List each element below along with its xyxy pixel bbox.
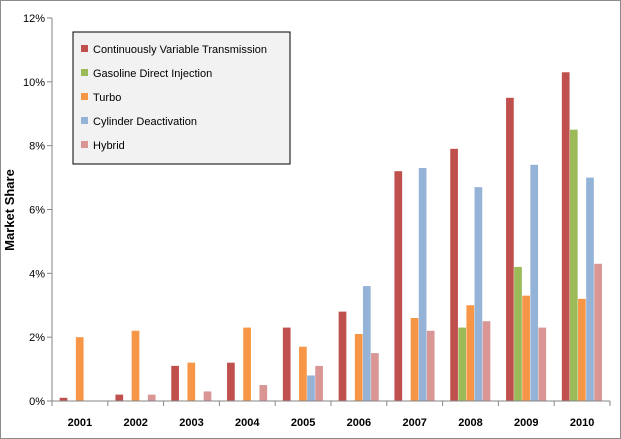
x-tick-label: 2009	[514, 417, 538, 429]
bar-hybrid-2007	[426, 330, 435, 401]
bar-cylinder-deactivation-2006	[362, 286, 371, 401]
x-tick-label: 2007	[402, 417, 426, 429]
legend-label: Cylinder Deactivation	[93, 116, 197, 128]
x-tick-label: 2004	[235, 417, 260, 429]
bar-continuously-variable-transmission-2005	[282, 327, 291, 401]
x-tick-label: 2006	[347, 417, 371, 429]
y-axis-label: Market Share	[2, 169, 17, 251]
bar-cylinder-deactivation-2010	[586, 177, 594, 401]
bar-continuously-variable-transmission-2004	[227, 362, 235, 401]
bar-cylinder-deactivation-2009	[530, 164, 539, 401]
y-tick-label: 12%	[23, 13, 45, 25]
legend-swatch	[81, 69, 88, 76]
y-tick-label: 6%	[29, 205, 45, 217]
y-tick-label: 0%	[29, 396, 45, 408]
x-tick-label: 2003	[179, 417, 203, 429]
bar-continuously-variable-transmission-2007	[394, 171, 403, 401]
bar-hybrid-2008	[482, 321, 491, 401]
bar-continuously-variable-transmission-2002	[115, 394, 124, 401]
legend-label: Gasoline Direct Injection	[93, 68, 212, 80]
bar-turbo-2007	[410, 318, 419, 401]
y-tick-label: 8%	[29, 141, 45, 153]
bar-gasoline-direct-injection-2009	[514, 266, 522, 401]
legend-swatch	[81, 117, 88, 124]
bar-continuously-variable-transmission-2008	[450, 148, 458, 401]
bar-turbo-2002	[131, 330, 140, 401]
y-tick-label: 2%	[29, 332, 45, 344]
legend-swatch	[81, 141, 88, 148]
bar-cylinder-deactivation-2008	[474, 187, 483, 401]
legend-swatch	[81, 93, 88, 100]
bar-continuously-variable-transmission-2010	[561, 72, 570, 401]
legend-swatch	[81, 45, 88, 52]
x-tick-label: 2002	[123, 417, 147, 429]
bar-continuously-variable-transmission-2001	[59, 397, 68, 401]
legend-label: Turbo	[93, 92, 121, 104]
y-ticks-group: 0% 2% 4% 6% 8% 10% 12%	[23, 13, 52, 408]
y-tick-label: 4%	[29, 268, 45, 280]
legend: Continuously Variable Transmission Gasoli…	[72, 31, 291, 165]
legend-box	[72, 31, 291, 165]
bar-turbo-2001	[75, 337, 84, 401]
x-tick-label: 2005	[291, 417, 315, 429]
bar-turbo-2008	[466, 305, 475, 401]
bar-cylinder-deactivation-2007	[418, 168, 427, 401]
legend-label: Continuously Variable Transmission	[93, 44, 267, 56]
x-tick-label: 2010	[570, 417, 594, 429]
bar-gasoline-direct-injection-2010	[569, 129, 578, 402]
bar-continuously-variable-transmission-2009	[506, 97, 514, 402]
bar-hybrid-2010	[594, 263, 602, 401]
bar-turbo-2010	[578, 298, 586, 401]
bar-turbo-2005	[299, 346, 307, 401]
bar-hybrid-2004	[259, 385, 268, 401]
x-ticks-group: 2001 2002 2003 2004 2005 2006 2007 2008 2009 2010	[51, 401, 611, 429]
bar-hybrid-2002	[147, 394, 156, 401]
bar-turbo-2009	[522, 295, 530, 401]
bar-turbo-2006	[354, 333, 363, 401]
bar-cylinder-deactivation-2005	[307, 375, 315, 401]
bar-gasoline-direct-injection-2008	[458, 327, 467, 401]
bars-group	[59, 72, 602, 402]
x-tick-label: 2008	[458, 417, 482, 429]
bar-hybrid-2003	[203, 391, 212, 401]
bar-turbo-2003	[187, 362, 196, 401]
bar-hybrid-2009	[538, 327, 547, 401]
bar-hybrid-2006	[371, 353, 379, 401]
y-tick-label: 10%	[23, 77, 45, 89]
bar-hybrid-2005	[315, 365, 323, 401]
bar-turbo-2004	[243, 327, 251, 401]
bar-continuously-variable-transmission-2006	[338, 311, 347, 401]
bar-continuously-variable-transmission-2003	[171, 365, 179, 401]
x-tick-label: 2001	[68, 417, 92, 429]
legend-label: Hybrid	[93, 140, 125, 152]
